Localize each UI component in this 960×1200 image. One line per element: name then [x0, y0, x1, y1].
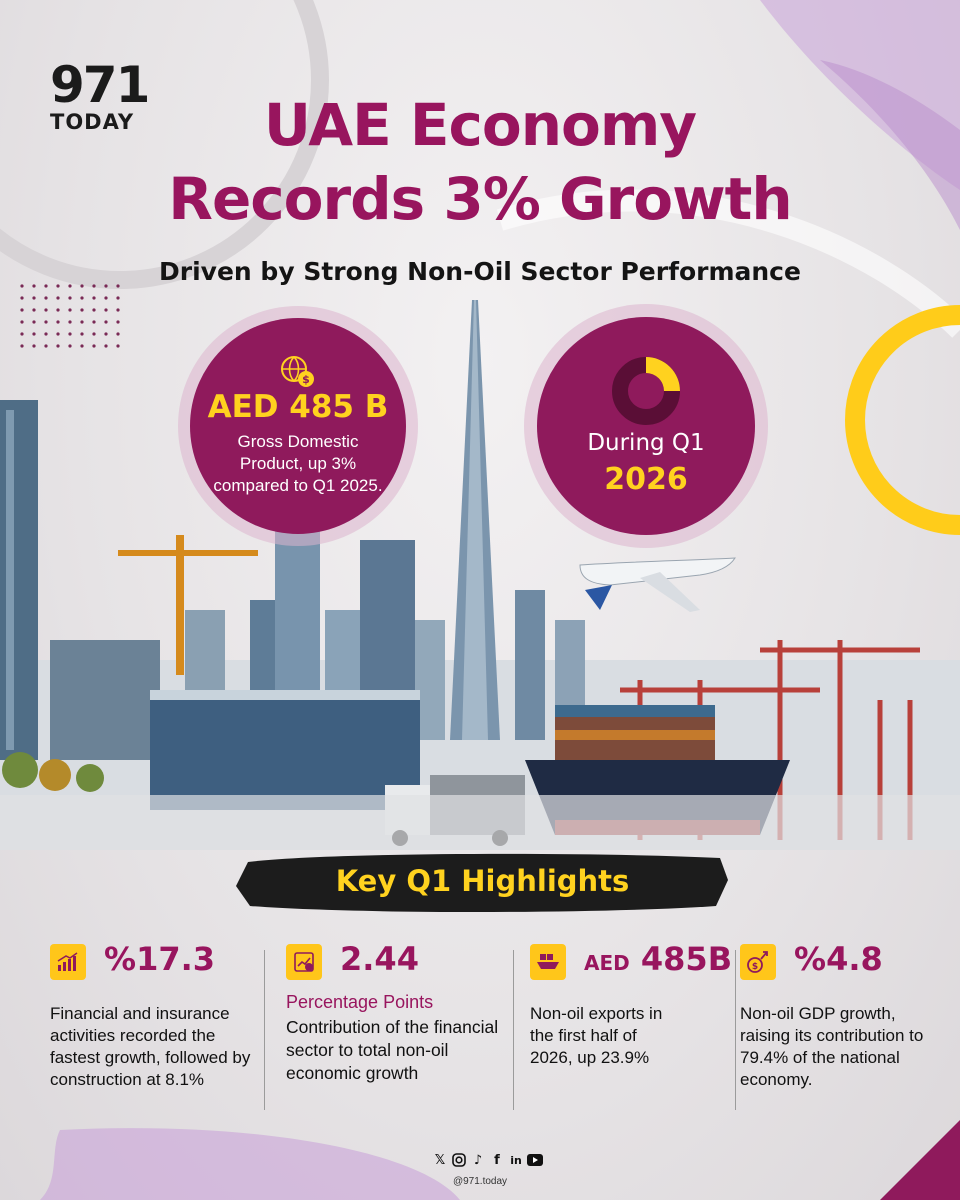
svg-text:$: $: [752, 962, 758, 972]
pie-slice: [646, 357, 680, 391]
highlight-description: Contribution of the financial sector to …: [286, 1016, 506, 1084]
gdp-value: AED 485 B: [208, 389, 389, 425]
highlight-value: 2.44: [340, 940, 419, 978]
gdp-circle: $ AED 485 B Gross Domestic Product, up 3…: [178, 306, 418, 546]
highlight-value-prefix: AED: [584, 951, 630, 975]
yellow-ring: [855, 315, 960, 525]
divider: [735, 950, 736, 1110]
highlight-nonoil-gdp: $ %4.8 Non-oil GDP growth, raising its c…: [740, 940, 940, 1110]
highlight-value: AED 485B: [584, 940, 732, 978]
skyline-illustration: [0, 300, 960, 850]
subtitle: Driven by Strong Non-Oil Sector Performa…: [0, 257, 960, 286]
social-handle: @971.today: [0, 1176, 960, 1187]
highlight-value-number: 485B: [641, 940, 732, 978]
highlight-description: Non-oil GDP growth, raising its contribu…: [740, 1003, 930, 1091]
money-globe-icon: $: [280, 355, 316, 389]
gdp-description: Gross Domestic Product, up 3% compared t…: [209, 431, 387, 496]
pie-chart-icon: [611, 356, 681, 426]
highlight-value: %17.3: [104, 940, 215, 978]
instagram-icon[interactable]: [451, 1152, 467, 1168]
title-line-1: UAE Economy: [0, 96, 960, 154]
period-label: During Q1: [587, 430, 704, 456]
linkedin-icon[interactable]: in: [508, 1152, 524, 1168]
tiktok-icon[interactable]: ♪: [470, 1152, 486, 1168]
social-links: 𝕏 ♪ f in: [432, 1152, 543, 1168]
highlight-description: Financial and insurance activities recor…: [50, 1003, 260, 1091]
highlight-financial-contribution: 2.44 Percentage Points Contribution of t…: [286, 940, 506, 1110]
period-year: 2026: [604, 462, 688, 497]
export-ship-icon: [530, 944, 566, 980]
period-circle: During Q1 2026: [524, 304, 768, 548]
title-line-2: Records 3% Growth: [0, 170, 960, 228]
divider: [264, 950, 265, 1110]
corner-triangle: [880, 1120, 960, 1200]
highlight-financial-growth: %17.3 Financial and insurance activities…: [50, 940, 260, 1110]
finance-chart-icon: [286, 944, 322, 980]
divider: [513, 950, 514, 1110]
highlight-value: %4.8: [794, 940, 883, 978]
dot-grid: [20, 284, 119, 347]
highlights-title: Key Q1 Highlights: [240, 850, 725, 912]
brush-stroke-bottom: [40, 1128, 460, 1200]
highlight-description: Non-oil exports in the first half of 202…: [530, 1003, 680, 1069]
bar-chart-growth-icon: [50, 944, 86, 980]
highlight-nonoil-exports: AED 485B Non-oil exports in the first ha…: [530, 940, 730, 1110]
x-icon[interactable]: 𝕏: [432, 1152, 448, 1168]
gdp-growth-icon: $: [740, 944, 776, 980]
svg-text:$: $: [302, 373, 310, 386]
facebook-icon[interactable]: f: [489, 1152, 505, 1168]
highlight-sub: Percentage Points: [286, 992, 433, 1013]
youtube-icon[interactable]: [527, 1152, 543, 1168]
